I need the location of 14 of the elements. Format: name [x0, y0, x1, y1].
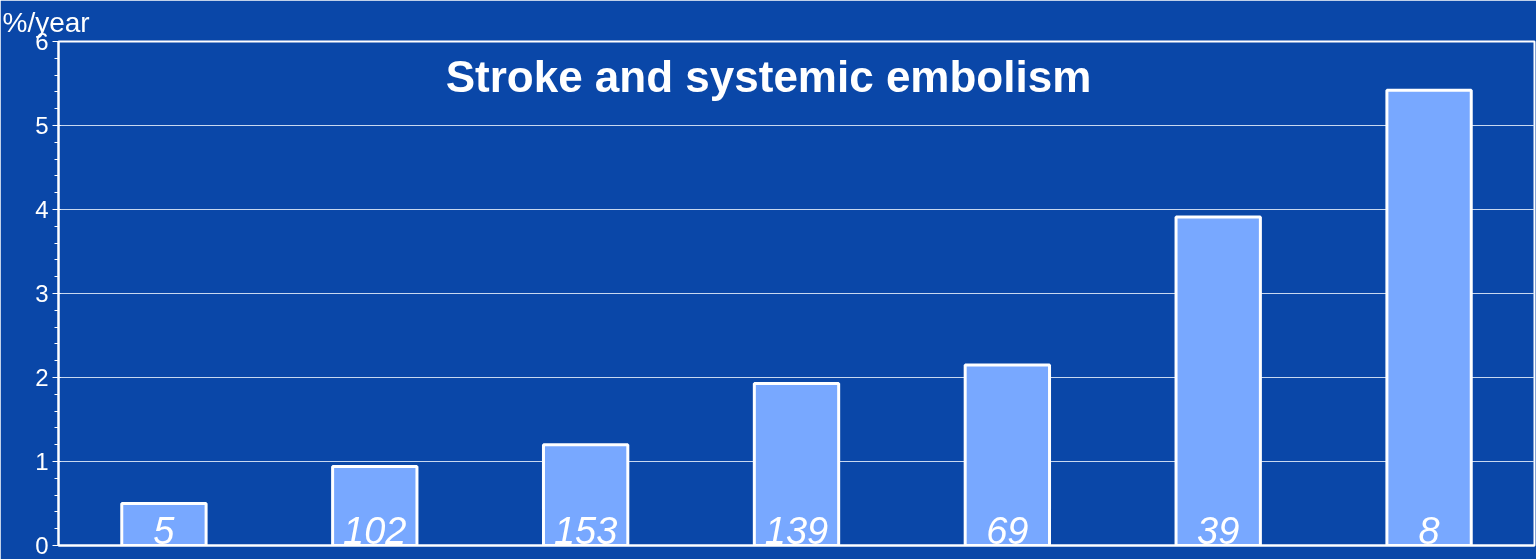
annotation: 69 — [986, 509, 1029, 552]
annotation: 8 — [1418, 509, 1440, 552]
y-tick-label: 0 — [35, 532, 49, 559]
annotation: 102 — [343, 509, 407, 552]
y-tick-label: 1 — [35, 448, 49, 475]
chart-title: Stroke and systemic embolism — [445, 51, 1092, 101]
annotation: 5 — [153, 509, 176, 552]
y-tick-label: 5 — [35, 112, 49, 139]
annotation: 139 — [764, 509, 829, 552]
annotation: 153 — [553, 509, 618, 552]
y-tick-label: 4 — [35, 196, 49, 223]
annotation: 39 — [1197, 509, 1240, 552]
y-tick-label: 3 — [35, 280, 49, 307]
y-tick-label: 2 — [35, 364, 49, 391]
